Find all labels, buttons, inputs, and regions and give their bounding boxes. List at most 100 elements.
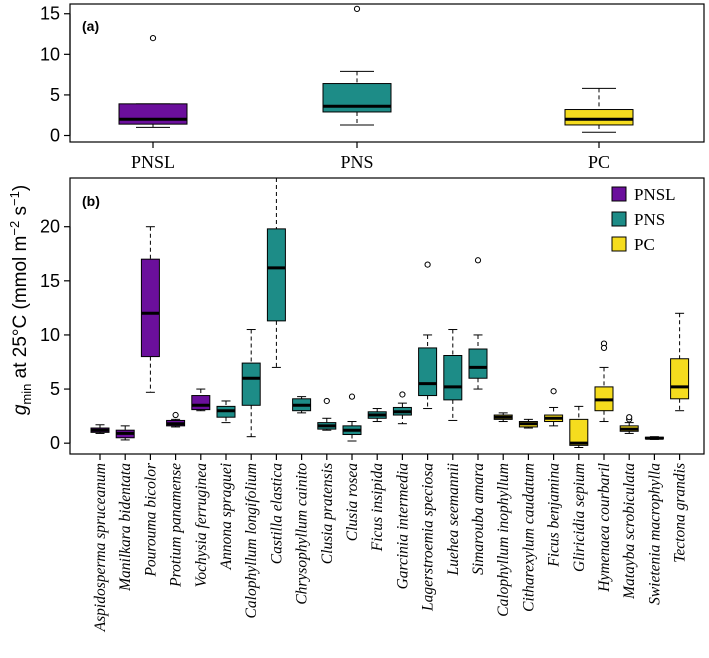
species-box [216,400,236,424]
y-tick-label: 15 [40,4,60,24]
panel-b-boxes [90,177,690,449]
y-tick-label: 15 [40,271,60,291]
species-label: Lagerstroemia speciosa [420,463,437,612]
species-label: Annona spraguei [218,463,235,570]
y-label-g: g [10,404,31,415]
y-tick-label: 0 [50,433,60,453]
box-iqr [569,418,589,446]
y-label-sub: min [19,384,34,405]
species-label: Pourouma bicolor [142,462,159,577]
panel-b: (b) 0 5 10 15 20 Aspidosperma spruceanum Manil… [40,177,705,632]
box-iqr [140,258,160,358]
box-iqr [564,109,634,126]
species-label: Calophyllum longifolium [243,463,260,618]
species-box [115,425,135,441]
species-box [241,329,261,438]
species-label: Garcinia intermedia [394,463,411,590]
species-box [418,261,438,410]
species-box [493,412,513,423]
species-box [317,397,337,431]
species-box [619,414,639,434]
outlier-point [474,257,482,264]
species-label: Calophyllum inophyllum [495,463,512,617]
panel-a-box-pns [322,5,392,126]
species-label: Clusia rosea [344,463,361,541]
panel-a: (a) 0 5 10 15 PNSL PNS PC [40,3,705,172]
box-iqr [241,362,261,406]
species-label: Clusia pratensis [319,463,336,564]
outlier-point [353,5,361,12]
legend-label-pns: PNS [634,210,665,229]
species-box [594,340,614,423]
species-label: Vochysia ferruginea [193,463,210,588]
species-label: Manilkara bidentata [117,463,134,592]
x-tick-label: PC [588,152,610,172]
box-iqr [670,358,690,400]
y-label-end: ) [10,185,31,191]
species-box [90,424,110,434]
box-iqr [468,348,488,379]
y-tick-label: 20 [40,217,60,237]
species-box [266,177,286,368]
y-tick-label: 10 [40,44,60,64]
species-label: Swietenia macrophylla [646,463,663,605]
panel-b-label: (b) [82,193,100,209]
panel-a-box-pc [564,87,634,133]
species-label: Aspidosperma spruceanum [92,463,109,632]
panel-a-boxes [118,5,634,133]
legend-label-pc: PC [634,235,655,254]
y-tick-label: 5 [50,379,60,399]
y-label-mid: at 25°C (mmol m [10,236,31,384]
legend-label-pnsl: PNSL [634,185,676,204]
panel-a-label: (a) [82,18,99,34]
box-iqr [266,228,286,322]
y-label-sup2: −1 [7,191,22,206]
outlier-point [424,261,431,268]
species-box [544,388,564,427]
species-label: Protium panamense [168,463,185,588]
species-label: Tectona grandis [672,463,689,563]
species-label: Hymenaea courbaril [596,463,613,593]
panel-b-frame [69,177,705,455]
box-iqr [418,347,438,397]
species-label: Citharexylum caudatum [520,463,537,612]
y-tick-label: 0 [50,126,60,146]
species-box [392,391,412,425]
species-box [367,408,387,423]
outlier-point [323,397,330,405]
species-box [468,257,488,390]
outlier-point [550,388,557,395]
legend-swatch-pnsl [611,186,627,202]
species-label: Gliricidia sepium [571,463,588,572]
outlier-point [399,391,406,398]
panel-a-box-pnsl [118,34,188,128]
y-label-sup1: −2 [7,221,22,236]
species-label: Matayba scrobiculata [621,463,638,600]
species-label: Chrysophyllum cainito [294,463,311,605]
species-label: Ficus insipida [369,463,386,553]
y-tick-label: 10 [40,325,60,345]
outlier-point [149,34,157,42]
outlier-point [348,393,356,400]
box-iqr [118,103,188,125]
y-label-s: s [10,206,31,221]
panel-a-ticks: 0 5 10 15 PNSL PNS PC [40,4,610,172]
legend: PNSL PNS PC [611,185,676,254]
species-box [191,388,211,412]
species-box [166,411,186,428]
outlier-point [600,344,608,352]
legend-swatch-pc [611,236,627,252]
x-tick-label: PNS [340,152,373,172]
species-box [644,436,664,440]
species-label: Castilla elastica [268,463,285,564]
species-label: Ficus benjamina [546,463,563,568]
outlier-point [626,414,633,421]
species-box [443,329,463,421]
legend-swatch-pns [611,211,627,227]
species-label: Simarouba amara [470,463,487,575]
species-box [140,226,160,393]
x-tick-label: PNSL [131,152,175,172]
y-axis-label: gmin at 25°C (mmol m−2 s−1) [7,185,34,415]
species-box [569,405,589,449]
